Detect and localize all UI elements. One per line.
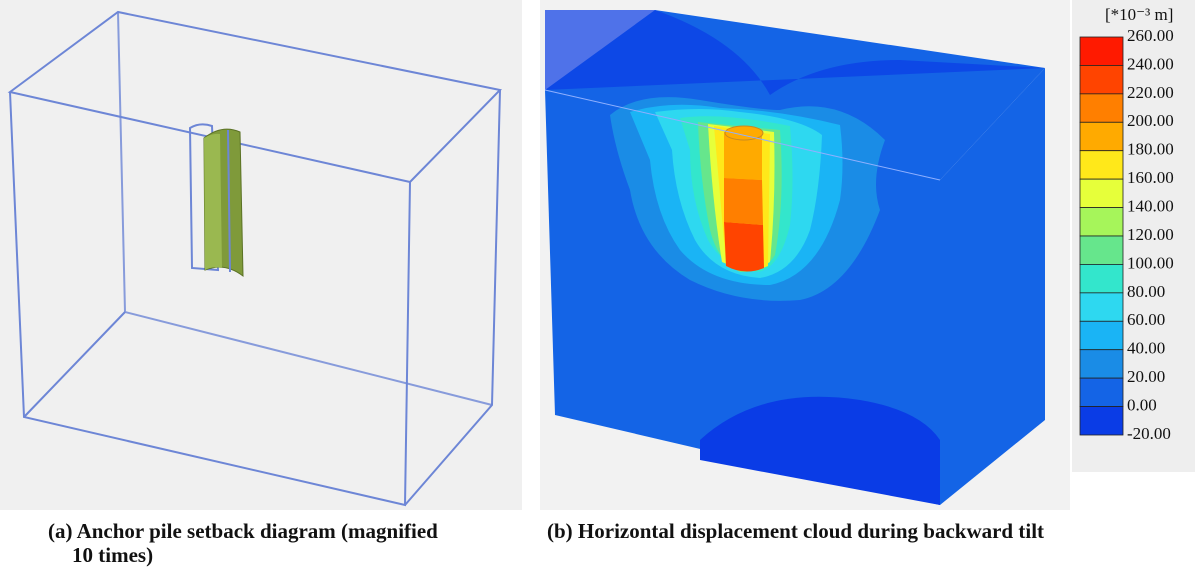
legend-swatch — [1080, 407, 1123, 435]
legend-label: 200.00 — [1127, 111, 1174, 130]
legend-swatch — [1080, 378, 1123, 406]
pile-zone — [724, 222, 764, 272]
panel-a-background — [0, 0, 522, 510]
legend-label: 120.00 — [1127, 225, 1174, 244]
legend-swatch — [1080, 65, 1123, 93]
legend-label: 220.00 — [1127, 83, 1174, 102]
legend-swatch — [1080, 293, 1123, 321]
legend-swatch — [1080, 236, 1123, 264]
legend-label: -20.00 — [1127, 424, 1171, 443]
legend-label: 80.00 — [1127, 282, 1165, 301]
legend-label: 0.00 — [1127, 395, 1157, 414]
legend-swatch — [1080, 321, 1123, 349]
legend-swatch — [1080, 37, 1123, 65]
legend-unit: [*10⁻³ m] — [1105, 5, 1173, 24]
caption: (b) Horizontal displacement cloud during… — [547, 519, 1044, 543]
legend-label: 260.00 — [1127, 26, 1174, 45]
legend: 260.00 240.00 220.00 200.00 180.00 160.00 140.… — [1080, 26, 1174, 443]
figure: (a) Anchor pile setback diagram (magnifi… — [0, 0, 1195, 568]
legend-swatch — [1080, 350, 1123, 378]
legend-swatch — [1080, 151, 1123, 179]
page: (a) Anchor pile setback diagram (magnifi… — [0, 0, 1195, 568]
legend-label: 60.00 — [1127, 310, 1165, 329]
legend-swatch — [1080, 208, 1123, 236]
caption: (a) Anchor pile setback diagram (magnifi… — [48, 519, 438, 543]
legend-label: 180.00 — [1127, 140, 1174, 159]
legend-label: 240.00 — [1127, 54, 1174, 73]
legend-swatch — [1080, 264, 1123, 292]
legend-label: 140.00 — [1127, 196, 1174, 215]
legend-label: 100.00 — [1127, 253, 1174, 272]
pile-zone — [724, 178, 763, 225]
legend-swatch — [1080, 94, 1123, 122]
legend-label: 160.00 — [1127, 168, 1174, 187]
caption: 10 times) — [72, 543, 153, 567]
legend-label: 40.00 — [1127, 339, 1165, 358]
legend-swatch — [1080, 179, 1123, 207]
legend-label: 20.00 — [1127, 367, 1165, 386]
legend-swatch — [1080, 122, 1123, 150]
